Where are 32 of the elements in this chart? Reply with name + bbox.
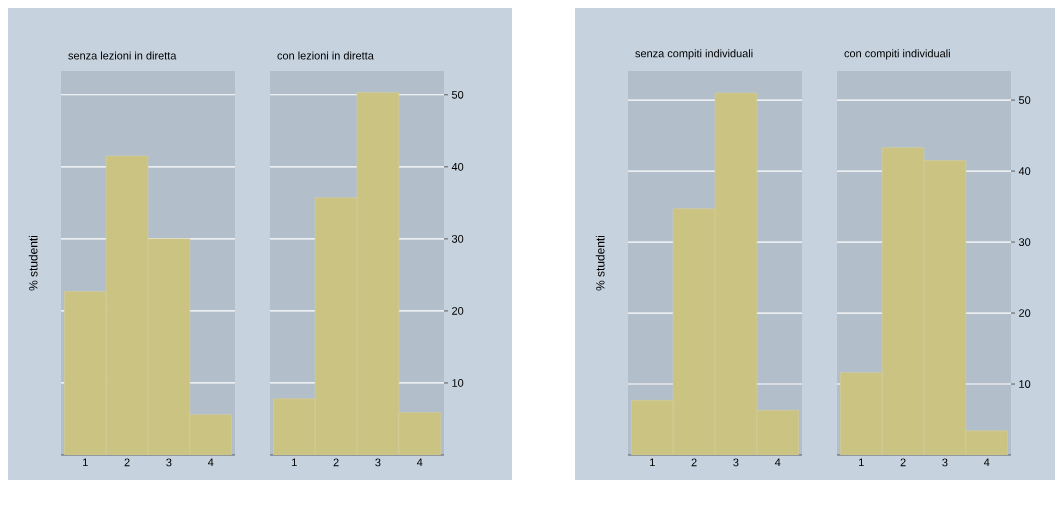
y-tick-label: 30 <box>451 235 464 243</box>
y-tick-label: 40 <box>451 162 464 171</box>
y-tick-label: 20 <box>1019 309 1031 317</box>
x-tick-label: 1 <box>292 458 297 467</box>
x-tick-label: 3 <box>733 458 739 467</box>
x-tick-label: 2 <box>900 458 906 467</box>
x-tick-label: 2 <box>691 458 697 467</box>
x-tick-label: 3 <box>942 458 948 467</box>
y-tick-label: 10 <box>452 379 464 387</box>
x-tick-label: 3 <box>166 458 172 467</box>
y-axis-title: % studenti <box>595 235 605 291</box>
y-tick-label: 20 <box>452 307 464 315</box>
x-tick-label: 4 <box>416 458 423 467</box>
y-tick-label: 10 <box>1019 380 1031 388</box>
x-tick-label: 4 <box>207 458 214 467</box>
x-tick-label: 2 <box>124 458 130 467</box>
y-tick-label: 50 <box>1018 96 1031 104</box>
x-tick-label: 3 <box>375 458 381 467</box>
y-tick-label: 40 <box>1018 167 1031 175</box>
x-tick-label: 1 <box>859 458 864 467</box>
x-tick-label: 1 <box>83 458 88 467</box>
x-tick-label: 4 <box>983 458 990 467</box>
x-tick-label: 1 <box>650 458 655 467</box>
y-tick-label: 50 <box>451 90 464 99</box>
chart-title: con compiti individuali <box>844 49 950 60</box>
x-tick-label: 4 <box>774 458 781 467</box>
y-tick-label: 30 <box>1018 238 1031 246</box>
chart-title: senza compiti individuali <box>635 49 753 60</box>
x-tick-label: 2 <box>333 458 339 467</box>
chart-title: con lezioni in diretta <box>277 51 374 60</box>
chart-title: senza lezioni in diretta <box>68 51 177 60</box>
y-axis-title: % studenti <box>28 235 38 291</box>
